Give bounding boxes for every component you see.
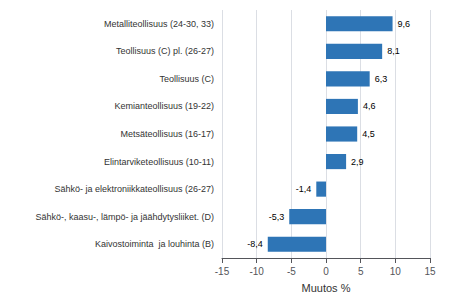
svg-text:10: 10 <box>390 266 402 277</box>
svg-text:Sähkö- ja elektroniikkateollis: Sähkö- ja elektroniikkateollisuus (26-27… <box>54 184 214 194</box>
svg-text:Teollisuus (C) pl. (26-27): Teollisuus (C) pl. (26-27) <box>116 46 214 56</box>
svg-text:Muutos %: Muutos % <box>302 282 351 294</box>
svg-text:4,5: 4,5 <box>362 129 375 139</box>
svg-text:5: 5 <box>358 266 364 277</box>
svg-text:-5,3: -5,3 <box>269 212 285 222</box>
svg-text:Kemianteollisuus (19-22): Kemianteollisuus (19-22) <box>114 101 214 111</box>
svg-text:-5: -5 <box>287 266 296 277</box>
svg-text:-10: -10 <box>249 266 264 277</box>
svg-text:4,6: 4,6 <box>363 101 376 111</box>
svg-text:Teollisuus (C): Teollisuus (C) <box>159 74 214 84</box>
svg-text:8,1: 8,1 <box>387 46 400 56</box>
svg-text:Kaivostoiminta ja louhinta (B: Kaivostoiminta ja louhinta (B) <box>95 239 214 249</box>
svg-text:-15: -15 <box>215 266 230 277</box>
svg-text:Metsäteollisuus (16-17): Metsäteollisuus (16-17) <box>120 129 214 139</box>
svg-text:Sähkö-, kaasu-, lämpö- ja jääh: Sähkö-, kaasu-, lämpö- ja jäähdytysliike… <box>35 212 214 222</box>
svg-text:6,3: 6,3 <box>375 74 388 84</box>
svg-text:-8,4: -8,4 <box>247 239 263 249</box>
svg-text:Elintarviketeollisuus (10-11): Elintarviketeollisuus (10-11) <box>104 157 214 167</box>
svg-text:Metalliteollisuus (24-30, 33): Metalliteollisuus (24-30, 33) <box>104 19 214 29</box>
svg-text:9,6: 9,6 <box>398 19 411 29</box>
svg-text:0: 0 <box>323 266 329 277</box>
svg-text:2,9: 2,9 <box>351 157 364 167</box>
svg-text:15: 15 <box>424 266 436 277</box>
svg-text:-1,4: -1,4 <box>296 184 312 194</box>
